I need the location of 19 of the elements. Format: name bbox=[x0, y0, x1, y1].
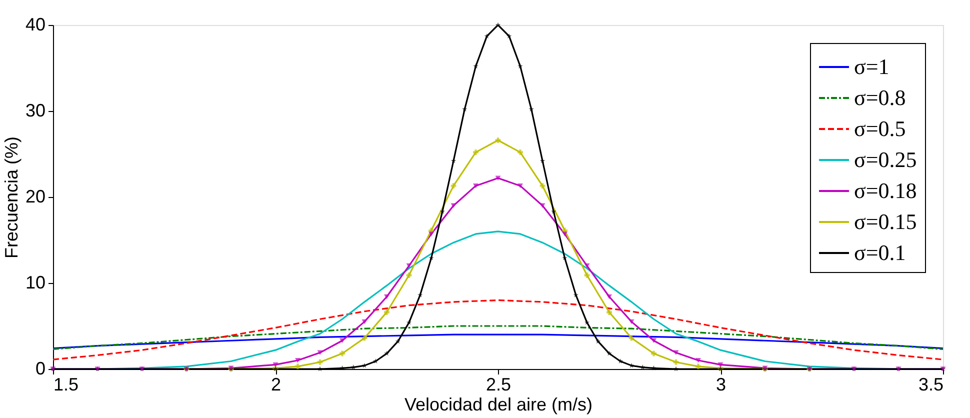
x-tick-label: 3 bbox=[716, 374, 726, 394]
x-axis-title: Velocidad del aire (m/s) bbox=[404, 394, 593, 414]
y-tick-label: 0 bbox=[35, 358, 46, 378]
y-tick-label: 20 bbox=[25, 186, 46, 206]
legend-label: σ=0.25 bbox=[854, 147, 917, 172]
legend-label: σ=0.5 bbox=[854, 116, 906, 141]
y-axis-title: Frecuencia (%) bbox=[1, 136, 22, 259]
legend-label: σ=0.18 bbox=[854, 178, 917, 203]
x-tick-label: 2.5 bbox=[486, 374, 512, 394]
legend-label: σ=1 bbox=[854, 54, 890, 79]
y-tick-label: 10 bbox=[25, 272, 46, 292]
legend-label: σ=0.8 bbox=[854, 85, 906, 110]
legend-label: σ=0.15 bbox=[854, 209, 917, 234]
y-tick-label: 30 bbox=[25, 100, 46, 120]
x-tick-label: 3.5 bbox=[918, 374, 944, 394]
x-tick-label: 1.5 bbox=[54, 374, 79, 394]
y-tick-label: 40 bbox=[25, 14, 46, 34]
x-tick-label: 2 bbox=[270, 374, 282, 394]
legend-label: σ=0.1 bbox=[854, 240, 906, 265]
